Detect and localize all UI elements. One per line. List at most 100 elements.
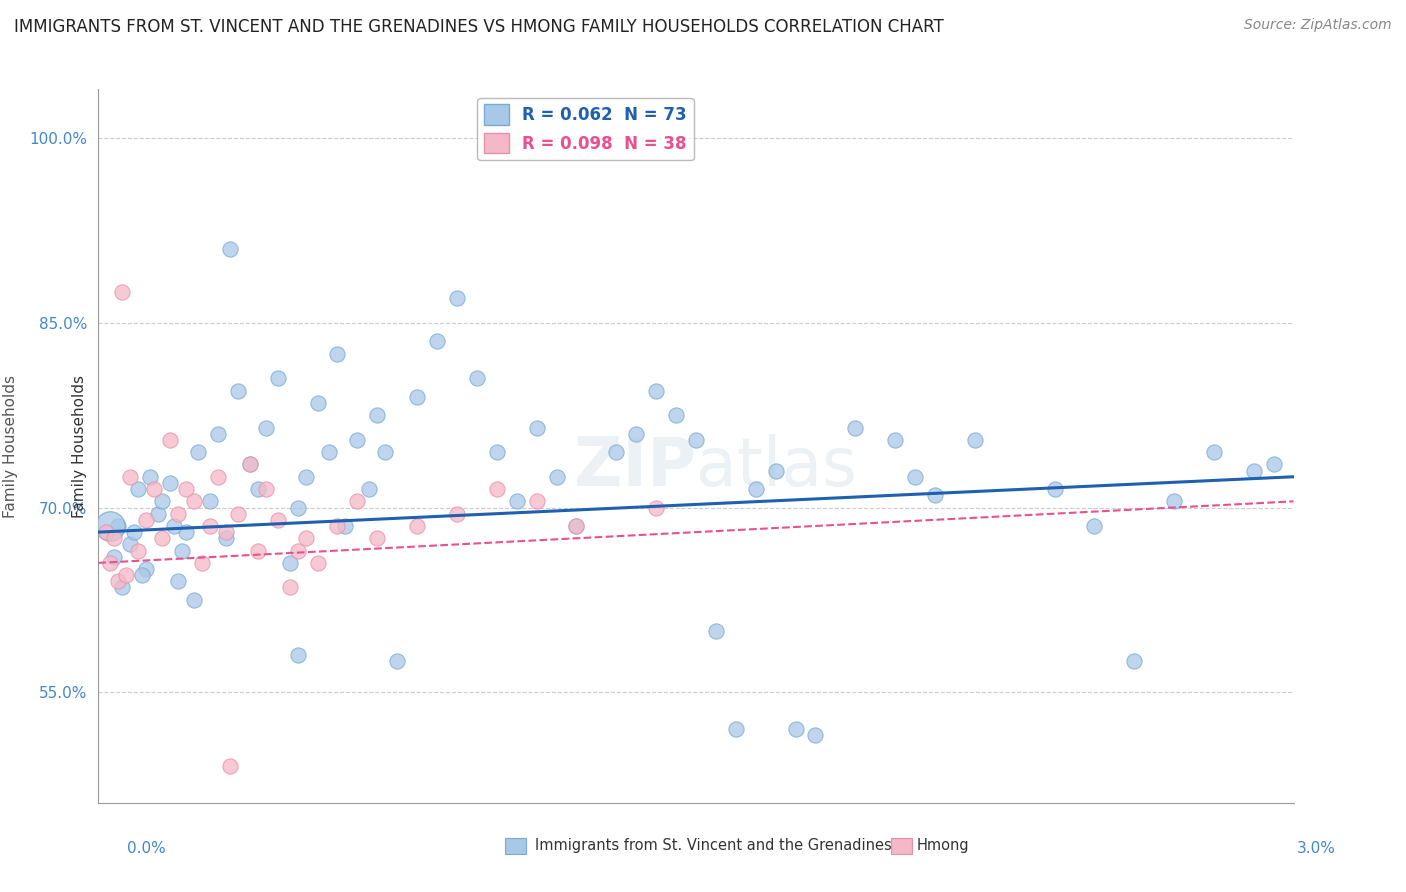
Text: 3.0%: 3.0% bbox=[1296, 841, 1336, 856]
Point bbox=[191, 556, 214, 570]
Point bbox=[183, 592, 205, 607]
Point bbox=[115, 568, 138, 582]
Point bbox=[526, 420, 548, 434]
Point bbox=[1123, 654, 1146, 668]
Point bbox=[143, 482, 166, 496]
Point bbox=[127, 482, 149, 496]
Point bbox=[254, 420, 277, 434]
Point bbox=[565, 519, 588, 533]
Point bbox=[207, 426, 229, 441]
Point bbox=[904, 469, 927, 483]
Point bbox=[1243, 464, 1265, 478]
Point bbox=[167, 574, 190, 589]
Point bbox=[111, 581, 134, 595]
Point bbox=[326, 519, 349, 533]
Point bbox=[804, 728, 827, 742]
Point bbox=[159, 475, 181, 490]
Point bbox=[215, 531, 238, 545]
Point bbox=[645, 500, 668, 515]
Point bbox=[465, 371, 488, 385]
Point bbox=[278, 581, 301, 595]
Point bbox=[267, 513, 290, 527]
Point bbox=[326, 347, 349, 361]
Point bbox=[219, 759, 242, 773]
Point bbox=[174, 482, 197, 496]
Point bbox=[294, 469, 316, 483]
Point bbox=[207, 469, 229, 483]
Point bbox=[426, 334, 449, 349]
Point bbox=[226, 507, 249, 521]
Point bbox=[318, 445, 340, 459]
Point bbox=[385, 654, 409, 668]
Point bbox=[139, 469, 162, 483]
Point bbox=[526, 494, 548, 508]
Point bbox=[485, 482, 508, 496]
Point bbox=[406, 519, 429, 533]
Point bbox=[98, 556, 122, 570]
Point bbox=[187, 445, 209, 459]
Point bbox=[307, 556, 329, 570]
Point bbox=[246, 543, 269, 558]
Point bbox=[215, 525, 238, 540]
Point bbox=[346, 433, 368, 447]
FancyBboxPatch shape bbox=[505, 838, 526, 855]
Point bbox=[359, 482, 381, 496]
Point bbox=[485, 445, 508, 459]
Point bbox=[120, 537, 142, 551]
Text: Hmong: Hmong bbox=[917, 838, 970, 853]
Point bbox=[107, 574, 129, 589]
Point bbox=[198, 519, 221, 533]
Point bbox=[96, 525, 118, 540]
Point bbox=[120, 469, 142, 483]
Point bbox=[366, 531, 388, 545]
Point bbox=[167, 507, 190, 521]
Point bbox=[127, 543, 149, 558]
Point bbox=[745, 482, 768, 496]
Point bbox=[1263, 458, 1285, 472]
Point bbox=[294, 531, 316, 545]
Point bbox=[148, 507, 170, 521]
Point bbox=[183, 494, 205, 508]
Point bbox=[124, 525, 146, 540]
Point bbox=[1043, 482, 1066, 496]
Y-axis label: Family Households: Family Households bbox=[72, 375, 87, 517]
Point bbox=[446, 507, 468, 521]
Point bbox=[287, 500, 309, 515]
Point bbox=[111, 285, 134, 300]
Point bbox=[287, 648, 309, 662]
Point bbox=[107, 519, 129, 533]
Point bbox=[963, 433, 986, 447]
Point bbox=[287, 543, 309, 558]
FancyBboxPatch shape bbox=[891, 838, 912, 855]
Point bbox=[239, 458, 262, 472]
Point bbox=[103, 531, 125, 545]
Legend: R = 0.062  N = 73, R = 0.098  N = 38: R = 0.062 N = 73, R = 0.098 N = 38 bbox=[477, 97, 693, 160]
Point bbox=[406, 390, 429, 404]
Point bbox=[219, 242, 242, 256]
Text: Source: ZipAtlas.com: Source: ZipAtlas.com bbox=[1244, 18, 1392, 32]
Point bbox=[506, 494, 529, 508]
Point bbox=[163, 519, 186, 533]
Point bbox=[665, 409, 688, 423]
Point bbox=[98, 519, 122, 533]
Point bbox=[685, 433, 707, 447]
Point bbox=[198, 494, 221, 508]
Point bbox=[704, 624, 727, 638]
Point bbox=[366, 409, 388, 423]
Point bbox=[626, 426, 648, 441]
Point bbox=[103, 549, 125, 564]
Point bbox=[346, 494, 368, 508]
Point bbox=[335, 519, 357, 533]
Point bbox=[446, 291, 468, 305]
Text: atlas: atlas bbox=[696, 434, 856, 500]
Point bbox=[565, 519, 588, 533]
Text: IMMIGRANTS FROM ST. VINCENT AND THE GRENADINES VS HMONG FAMILY HOUSEHOLDS CORREL: IMMIGRANTS FROM ST. VINCENT AND THE GREN… bbox=[14, 18, 943, 36]
Point bbox=[278, 556, 301, 570]
Text: ZIP: ZIP bbox=[574, 434, 696, 500]
Point bbox=[1163, 494, 1185, 508]
Point bbox=[150, 494, 173, 508]
Point bbox=[374, 445, 396, 459]
Point bbox=[785, 722, 807, 736]
Point bbox=[267, 371, 290, 385]
Point bbox=[546, 469, 568, 483]
